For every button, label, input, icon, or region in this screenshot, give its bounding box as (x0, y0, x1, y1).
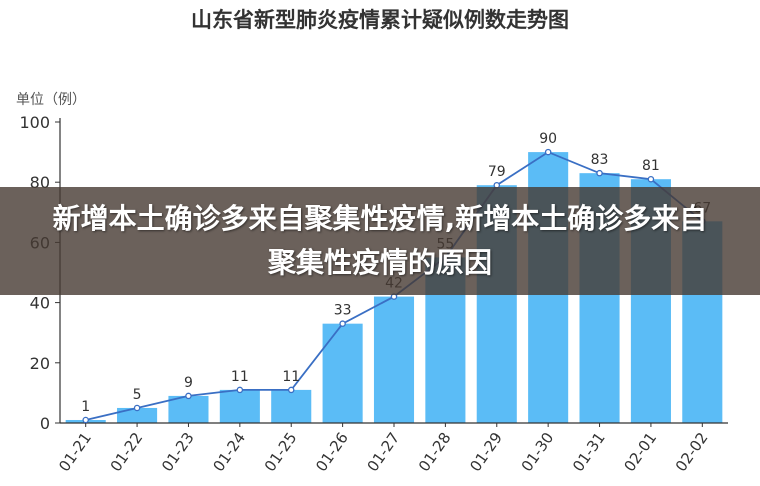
x-tick-label: 01-22 (107, 429, 147, 475)
x-tick-label: 01-28 (415, 429, 455, 475)
data-label: 81 (642, 158, 660, 174)
bar (168, 395, 209, 423)
data-label: 33 (334, 303, 352, 319)
y-tick-label: 40 (30, 294, 50, 313)
x-tick-label: 01-23 (158, 429, 198, 475)
data-label: 11 (231, 369, 249, 385)
trend-point (236, 386, 244, 394)
data-label: 1 (81, 399, 90, 415)
y-tick-label: 0 (40, 414, 50, 433)
data-label: 90 (539, 131, 557, 147)
data-label: 11 (282, 369, 300, 385)
bar (271, 389, 312, 423)
x-tick-label: 01-29 (466, 429, 506, 475)
x-tick-label: 01-27 (364, 429, 404, 475)
bar (117, 407, 158, 423)
data-label: 79 (488, 164, 506, 180)
trend-point (287, 386, 295, 394)
x-tick-label: 01-21 (55, 429, 95, 475)
data-label: 5 (133, 387, 142, 403)
bar (219, 389, 260, 423)
x-tick-label: 01-31 (569, 429, 609, 475)
x-tick-label: 02-01 (620, 429, 660, 475)
trend-point (544, 148, 552, 156)
y-axis-unit-label: 单位（例） (16, 92, 86, 108)
trend-point (596, 169, 603, 177)
x-tick-label: 02-02 (672, 429, 712, 475)
y-tick-label: 20 (30, 354, 50, 373)
y-tick-label: 100 (19, 113, 50, 132)
trend-point (339, 320, 346, 327)
data-label: 83 (591, 152, 609, 168)
trend-point (82, 416, 89, 424)
data-label: 9 (184, 375, 193, 391)
bar (322, 323, 363, 423)
x-tick-label: 01-30 (518, 429, 558, 475)
trend-point (185, 392, 192, 400)
headline-text: 新增本土确诊多来自聚集性疫情,新增本土确诊多来自聚集性疫情的原因 (52, 202, 708, 279)
chart-title: 山东省新型肺炎疫情累计疑似例数走势图 (191, 8, 569, 32)
x-tick-label: 01-25 (261, 429, 301, 475)
headline-banner: 新增本土确诊多来自聚集性疫情,新增本土确诊多来自聚集性疫情的原因 (0, 187, 760, 295)
trend-point (647, 175, 655, 183)
bar (373, 296, 415, 423)
x-tick-label: 01-26 (312, 429, 352, 475)
x-tick-label: 01-24 (209, 429, 249, 475)
trend-point (133, 404, 141, 412)
